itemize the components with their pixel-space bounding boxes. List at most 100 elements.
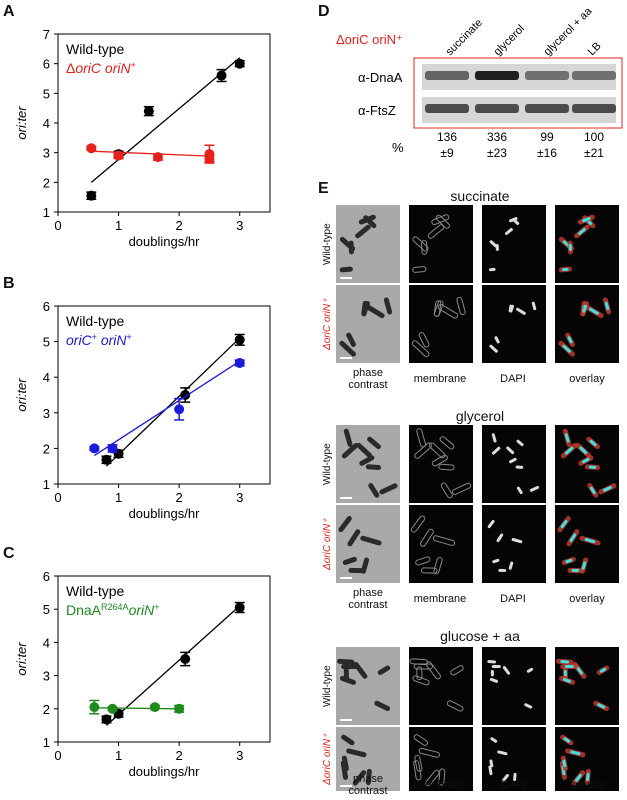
blot-band-ftsz: [425, 104, 469, 113]
cell: [339, 266, 353, 273]
cell-nucleoid: [562, 759, 567, 768]
cell-nucleoid: [502, 666, 511, 675]
y-tick-label: 3: [43, 406, 50, 421]
micrograph: [414, 428, 472, 499]
cell: [383, 297, 393, 315]
column-label-membrane: membrane: [413, 373, 467, 385]
condition-title: succinate: [450, 188, 510, 204]
chart-b: 0 1 2 3123456doublings/hrori:terWild-typeor…: [14, 299, 271, 521]
cell: [365, 464, 382, 471]
cell: [360, 557, 370, 574]
micrograph: [339, 214, 377, 279]
cell-membrane: [456, 296, 466, 315]
data-point: [149, 702, 160, 713]
cell-membrane: [446, 700, 464, 712]
cell-nucleoid: [531, 301, 537, 311]
fit-line: [91, 150, 213, 157]
column-label-phase-contrast: phase contrast: [348, 587, 388, 611]
scale-bar: [340, 277, 352, 279]
phase-contrast-image: [336, 505, 400, 583]
cell-nucleoid: [588, 465, 597, 469]
scale-bar: [340, 497, 352, 499]
cell-nucleoid: [489, 677, 499, 683]
cell-nucleoid: [487, 660, 497, 664]
phase-contrast-image: [336, 425, 400, 503]
cell: [361, 300, 371, 317]
column-label-dapi: DAPI: [500, 779, 526, 791]
cell-nucleoid: [509, 457, 517, 464]
cell-nucleoid: [489, 267, 496, 272]
cell-membrane: [412, 675, 430, 686]
dapi-image: [482, 647, 546, 725]
blot-band-dnaa: [525, 71, 569, 80]
column-label-membrane: membrane: [413, 593, 467, 605]
column-label-phase-contrast: phase contrast: [348, 773, 388, 797]
cell: [348, 567, 365, 574]
x-tick-label: 1: [115, 218, 122, 233]
cell-membrane: [411, 340, 430, 358]
data-point: [234, 58, 245, 69]
cell-membrane: [418, 332, 430, 348]
cell: [346, 332, 356, 347]
y-tick-label: 5: [43, 335, 50, 350]
cell-membrane: [451, 482, 472, 495]
y-tick-label: 4: [43, 635, 50, 650]
cell-nucleoid: [490, 737, 498, 743]
micrograph: [488, 737, 517, 782]
micrograph: [489, 301, 537, 353]
panel-letter-e: E: [318, 180, 329, 197]
blot-percent-error: ±23: [487, 146, 507, 160]
cell: [367, 436, 381, 450]
cell-nucleoid: [502, 774, 509, 782]
cell: [347, 529, 361, 547]
blot-percent-value: 99: [540, 130, 554, 144]
cell-nucleoid: [491, 446, 501, 455]
phase-contrast-image: [336, 205, 400, 283]
membrane-image: [409, 205, 473, 283]
scale-bar: [340, 577, 352, 579]
cell-nucleoid: [582, 217, 591, 223]
cell-nucleoid: [526, 667, 534, 673]
blot-percent-value: 136: [437, 130, 457, 144]
legend-entry: Wild-type: [66, 313, 125, 329]
panel-letter-b: B: [3, 275, 15, 292]
overlay-image: [555, 647, 619, 725]
y-tick-label: 3: [43, 146, 50, 161]
blot-band-dnaa: [425, 71, 469, 80]
cell-membrane: [419, 528, 434, 547]
data-point: [204, 153, 215, 164]
cell-nucleoid: [516, 307, 526, 315]
cell-membrane: [438, 768, 446, 786]
row-label-wild-type: Wild-type: [322, 443, 333, 485]
cell-nucleoid: [489, 344, 498, 353]
cell-nucleoid: [516, 439, 524, 447]
legend-entry: ΔoriC oriN+: [66, 60, 136, 76]
cell-membrane: [413, 734, 428, 746]
y-axis-label: ori:ter: [14, 642, 29, 676]
micrograph: [412, 214, 450, 273]
y-tick-label: 2: [43, 441, 50, 456]
cell-nucleoid: [589, 486, 596, 495]
x-tick-label: 3: [236, 490, 243, 505]
cell: [339, 340, 356, 357]
cell-nucleoid: [492, 558, 500, 564]
legend-entry: Wild-type: [66, 583, 125, 599]
cell: [343, 666, 350, 680]
cell-membrane: [414, 755, 423, 772]
cell: [338, 515, 352, 533]
y-tick-label: 4: [43, 116, 50, 131]
cell-nucleoid: [582, 457, 590, 464]
cell-membrane: [413, 760, 422, 781]
cell: [374, 700, 391, 712]
cell-membrane: [412, 266, 427, 273]
x-tick-label: 1: [115, 748, 122, 763]
cell: [337, 658, 355, 665]
column-label-dapi: DAPI: [500, 593, 526, 605]
x-tick-label: 2: [176, 490, 183, 505]
membrane-image: [409, 505, 473, 583]
x-tick-label: 2: [176, 218, 183, 233]
cell-membrane: [416, 428, 427, 448]
cell-membrane: [440, 482, 453, 499]
blot-percent-error: ±16: [537, 146, 557, 160]
y-tick-label: 6: [43, 299, 50, 314]
